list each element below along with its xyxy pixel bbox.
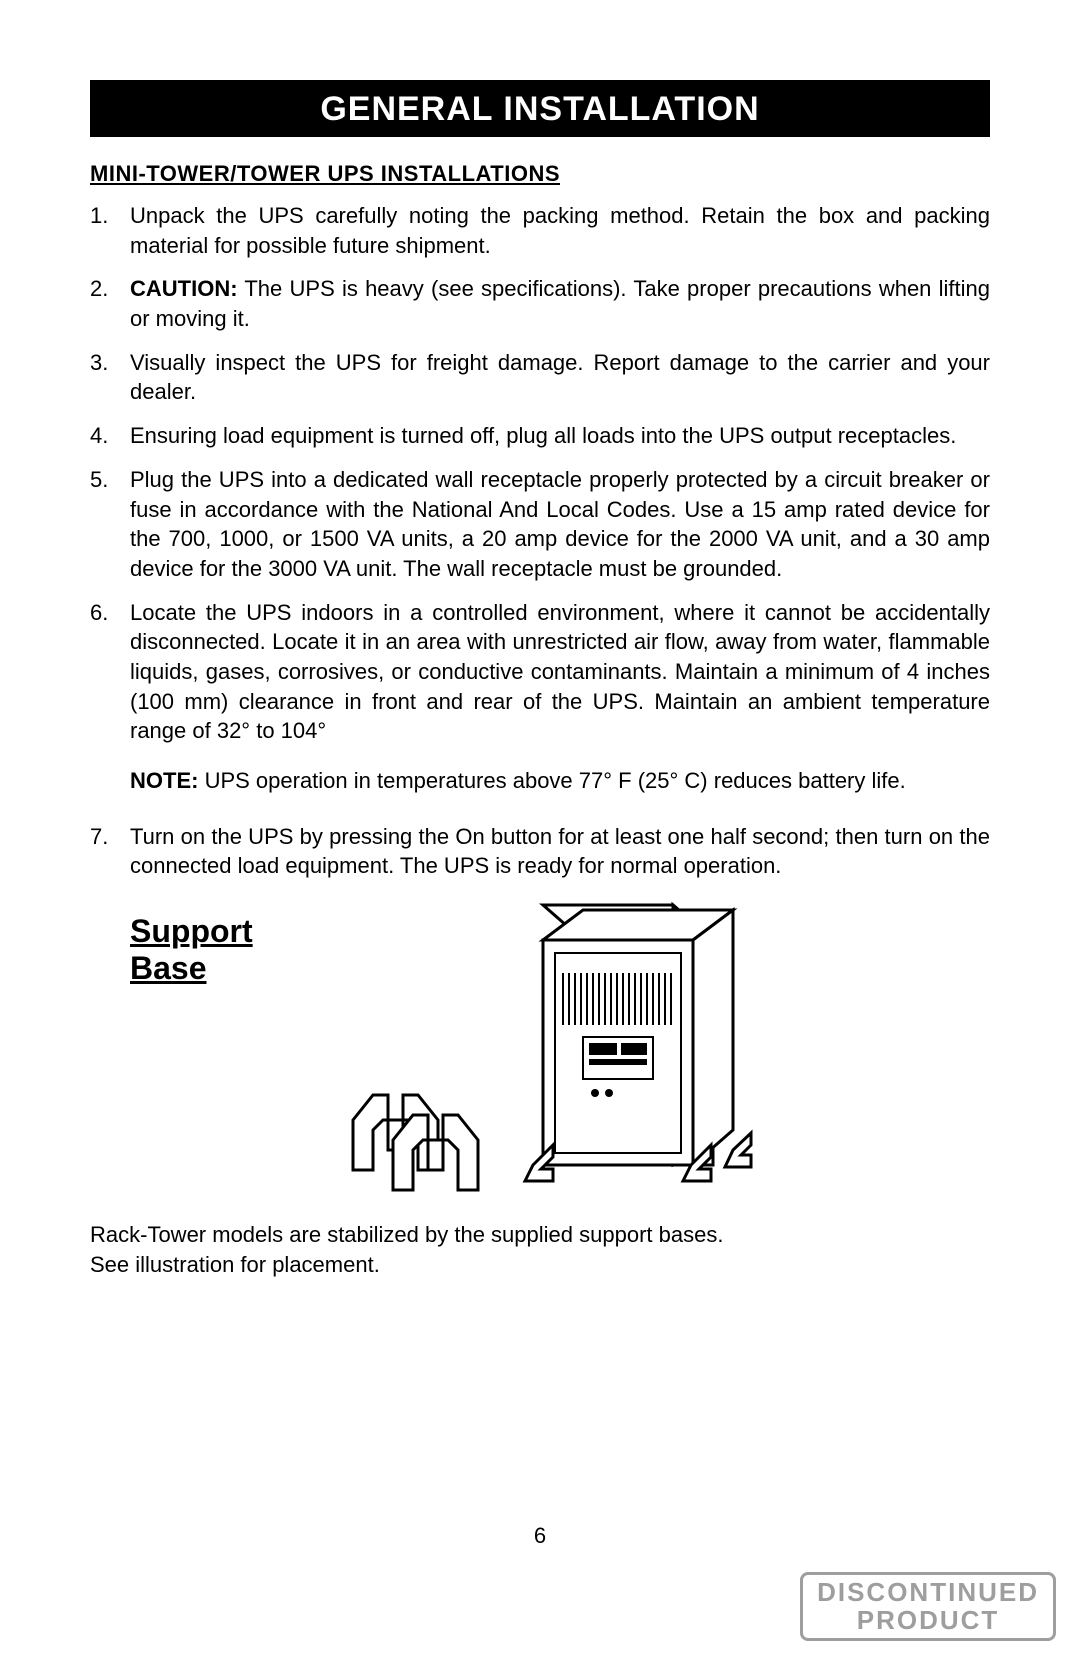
installation-steps-list-cont: Turn on the UPS by pressing the On butto… — [90, 822, 990, 881]
stamp-line1: DISCONTINUED — [817, 1577, 1039, 1607]
note-label: NOTE: — [130, 768, 198, 793]
note-block: NOTE: UPS operation in temperatures abov… — [90, 766, 990, 796]
page: GENERAL INSTALLATION MINI-TOWER/TOWER UP… — [0, 0, 1080, 1279]
page-number: 6 — [0, 1523, 1080, 1549]
stamp-line2: PRODUCT — [857, 1605, 1000, 1635]
caption-line2: See illustration for placement. — [90, 1252, 380, 1277]
caption: Rack-Tower models are stabilized by the … — [90, 1220, 990, 1279]
installation-steps-list: Unpack the UPS carefully noting the pack… — [90, 201, 990, 746]
support-base-row: Support Base — [90, 895, 990, 1200]
caution-label: CAUTION: — [130, 276, 238, 301]
step-4: Ensuring load equipment is turned off, p… — [90, 421, 990, 451]
discontinued-stamp: DISCONTINUED PRODUCT — [800, 1572, 1056, 1641]
step-2-text: The UPS is heavy (see specifications). T… — [130, 276, 990, 331]
step-7: Turn on the UPS by pressing the On butto… — [90, 822, 990, 881]
step-1: Unpack the UPS carefully noting the pack… — [90, 201, 990, 260]
ups-svg — [293, 895, 793, 1195]
support-label-line2: Base — [130, 950, 207, 986]
step-2: CAUTION: The UPS is heavy (see specifica… — [90, 274, 990, 333]
caption-line1: Rack-Tower models are stabilized by the … — [90, 1222, 723, 1247]
ups-illustration — [293, 895, 793, 1200]
step-3: Visually inspect the UPS for freight dam… — [90, 348, 990, 407]
step-5: Plug the UPS into a dedicated wall recep… — [90, 465, 990, 584]
section-title-bar: GENERAL INSTALLATION — [90, 80, 990, 137]
note-text: UPS operation in temperatures above 77° … — [198, 768, 905, 793]
support-base-label: Support Base — [130, 895, 253, 987]
section-subtitle: MINI-TOWER/TOWER UPS INSTALLATIONS — [90, 161, 990, 187]
support-label-line1: Support — [130, 913, 253, 949]
step-6: Locate the UPS indoors in a controlled e… — [90, 598, 990, 746]
